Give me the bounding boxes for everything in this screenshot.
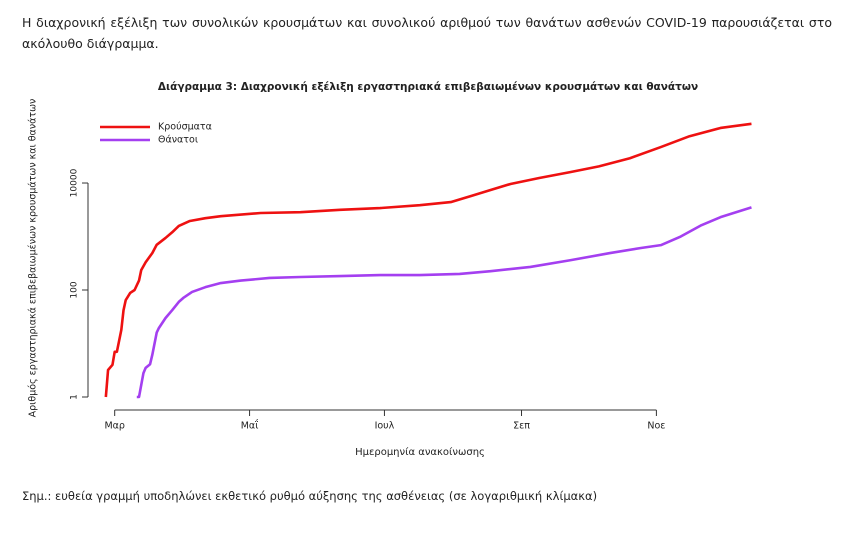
y-axis-label: Αριθμός εργαστηριακά επιβεβαιωμένων κρου…	[28, 99, 39, 418]
series-line	[104, 122, 752, 398]
intro-text: Η διαχρονική εξέλιξη των συνολικών κρουσ…	[22, 15, 832, 51]
x-tick-label: Ιουλ	[375, 421, 395, 432]
footnote: Σημ.: ευθεία γραμμή υποδηλώνει εκθετικό …	[22, 489, 598, 503]
x-tick-label: Σεπ	[513, 421, 530, 432]
legend-label: Θάνατοι	[158, 135, 198, 146]
y-tick-label: 1	[70, 394, 80, 400]
x-tick-label: Μαΐ	[241, 420, 259, 432]
chart-title: Διάγραμμα 3: Διαχρονική εξέλιξη εργαστηρ…	[158, 81, 698, 93]
legend-label: Κρούσματα	[158, 122, 212, 133]
y-tick-label: 10000	[70, 168, 80, 197]
series-line	[136, 206, 752, 399]
y-tick-label: 100	[70, 281, 80, 298]
x-tick-label: Νοε	[647, 421, 665, 432]
x-axis-label: Ημερομηνία ανακοίνωσης	[355, 446, 485, 458]
x-tick-label: Μαρ	[104, 421, 125, 432]
